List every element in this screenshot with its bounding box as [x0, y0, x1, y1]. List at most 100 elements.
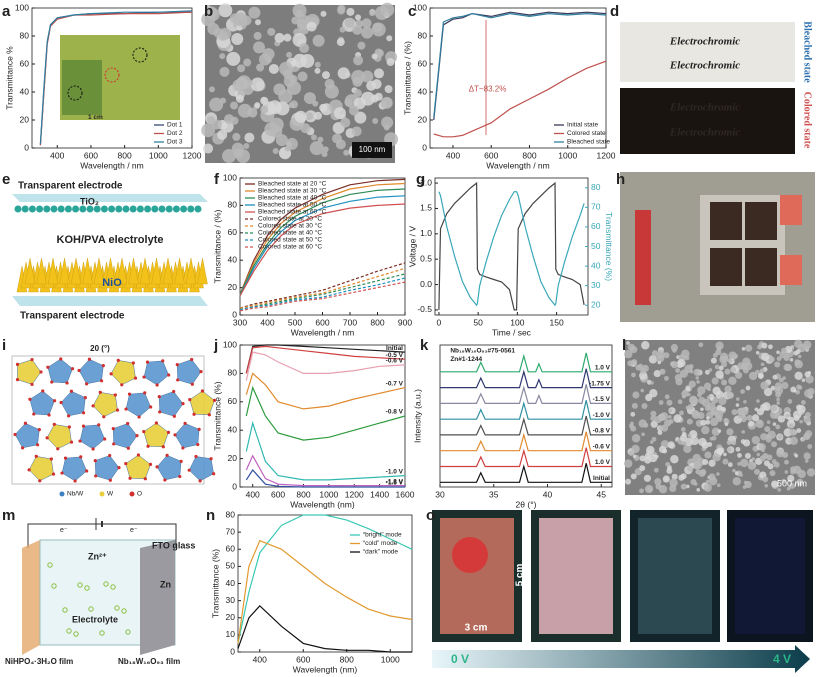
grain — [361, 70, 374, 83]
atom — [192, 412, 196, 416]
grain — [770, 385, 776, 391]
series-line — [440, 463, 612, 483]
grain — [770, 441, 777, 448]
leaf-photo — [62, 60, 102, 115]
series-line — [433, 11, 607, 121]
y-tick-label: -0.5 — [417, 304, 432, 314]
grain — [789, 436, 799, 446]
particle — [93, 205, 101, 213]
grain — [788, 423, 794, 429]
atom — [78, 439, 82, 443]
x-tick-label: 1600 — [396, 489, 415, 499]
grain — [801, 378, 806, 383]
part-label: Electrolyte — [72, 614, 118, 624]
x-tick-label: 400 — [50, 150, 64, 160]
grain — [793, 339, 803, 349]
grain — [346, 7, 355, 16]
grain — [639, 455, 646, 462]
layer-label: KOH/PVA electrolyte — [57, 234, 164, 246]
y2-tick-label: 40 — [591, 260, 601, 270]
legend-label: Colored state at 50 °C — [258, 236, 322, 244]
grain — [658, 400, 664, 405]
grain — [668, 419, 674, 424]
grain — [776, 356, 782, 362]
scale-bar-bg — [352, 142, 392, 158]
particle — [28, 205, 36, 213]
grain — [321, 151, 328, 158]
y-tick-label: 70 — [226, 526, 236, 536]
grain — [360, 91, 375, 106]
grain — [784, 363, 793, 372]
series-label: -0.5 V — [386, 352, 404, 359]
particle — [108, 205, 116, 213]
panel-label: d — [610, 3, 619, 20]
grain — [743, 399, 747, 404]
grain — [680, 483, 687, 490]
y2-tick-label: 60 — [591, 221, 601, 231]
atom — [81, 424, 86, 428]
grain — [804, 371, 811, 378]
ion — [110, 584, 116, 590]
grain — [632, 454, 637, 459]
grain — [697, 392, 702, 398]
series-line — [239, 188, 406, 295]
grain — [797, 385, 803, 390]
series-label: -1.5 V — [593, 396, 611, 403]
atom — [212, 472, 216, 476]
panel-label: b — [204, 3, 213, 20]
grain — [754, 407, 759, 412]
grain — [782, 376, 786, 380]
y-tick-label: 100 — [223, 172, 237, 182]
particle — [122, 205, 130, 213]
ion-label: Zn²⁺ — [88, 551, 107, 561]
grain — [781, 478, 787, 484]
y-tick-label: 20 — [228, 282, 238, 292]
grain — [669, 478, 678, 487]
x-tick-label: 700 — [343, 317, 357, 327]
x-tick-label: 800 — [296, 489, 310, 499]
particle — [72, 205, 80, 213]
grain — [235, 94, 244, 103]
particle — [194, 205, 202, 213]
grain — [243, 142, 250, 149]
atom — [197, 427, 201, 431]
grain — [314, 67, 321, 74]
x-axis-label: Wavelength / nm — [80, 160, 143, 170]
grain — [337, 67, 350, 80]
nanostructure — [59, 257, 70, 285]
atom — [30, 382, 34, 386]
y-tick-label: 80 — [226, 509, 236, 519]
legend-label: Initial state — [567, 122, 598, 129]
grain — [381, 116, 394, 129]
series-line — [239, 277, 406, 311]
series-line — [440, 447, 612, 468]
series-label: -1.0 V — [386, 468, 404, 475]
polyhedron — [110, 360, 136, 386]
y-tick-label: 60 — [226, 544, 236, 554]
colored-photo — [620, 88, 795, 154]
grain — [309, 141, 324, 156]
legend-label: W — [107, 491, 114, 498]
series-line — [245, 372, 406, 410]
legend-label: Dot 3 — [167, 139, 183, 146]
x-axis-label: Time / sec — [492, 327, 532, 337]
nanostructure — [185, 257, 197, 285]
grain — [651, 350, 658, 357]
legend-label: Nb/W — [67, 491, 84, 498]
grain — [704, 451, 712, 459]
atom — [13, 432, 17, 437]
grain — [361, 18, 372, 29]
grain — [714, 410, 724, 420]
grain — [740, 458, 749, 468]
grain — [744, 452, 751, 459]
grain — [686, 418, 693, 425]
grain — [219, 53, 226, 60]
grain — [732, 468, 736, 473]
grain — [683, 444, 692, 454]
atom — [158, 410, 162, 414]
atom — [136, 453, 141, 457]
grain — [799, 419, 803, 424]
device-photo — [440, 518, 514, 634]
grain — [764, 426, 771, 433]
electrode-layer — [12, 194, 208, 202]
